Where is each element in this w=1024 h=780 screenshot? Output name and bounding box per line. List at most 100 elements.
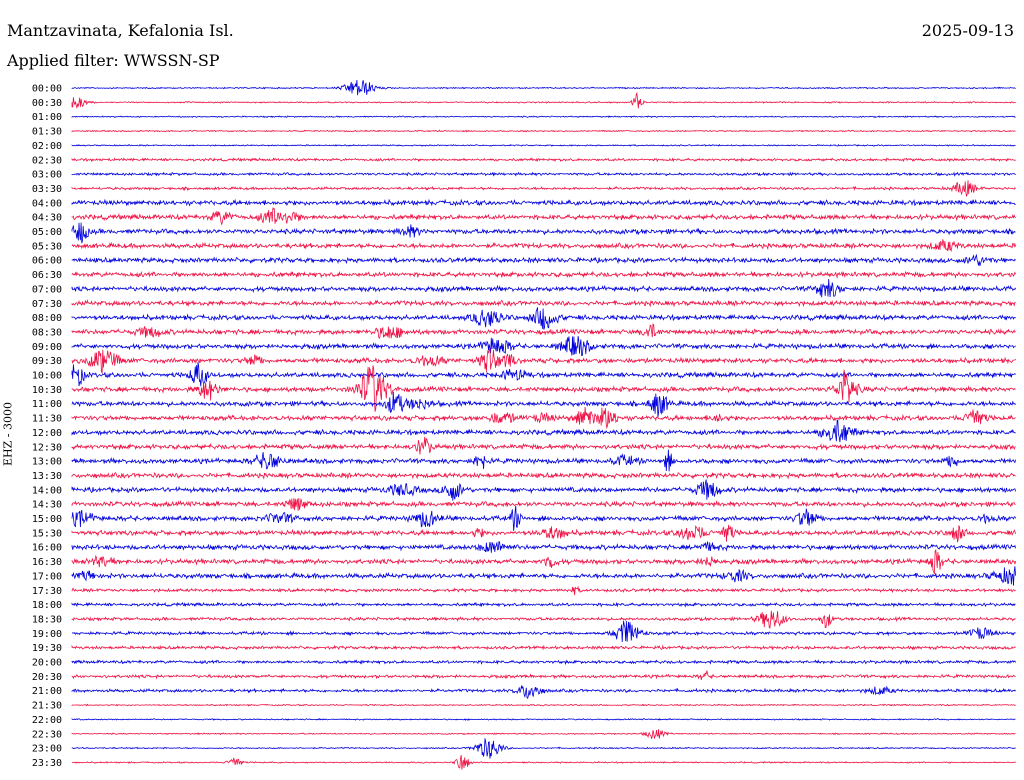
row-time-label: 20:30 (32, 672, 62, 683)
row-time-label: 15:30 (32, 528, 62, 539)
row-time-label: 06:30 (32, 270, 62, 281)
seismic-trace (71, 684, 1016, 700)
row-time-label: 02:00 (32, 141, 62, 152)
row-time-label: 07:30 (32, 299, 62, 310)
seismic-trace (71, 717, 1016, 721)
row-time-label: 01:00 (32, 112, 62, 123)
row-time-label: 23:00 (32, 744, 62, 755)
seismic-trace (71, 479, 1016, 501)
seismic-trace (71, 79, 1016, 96)
row-time-label: 17:00 (32, 571, 62, 582)
row-time-label: 20:00 (32, 658, 62, 669)
seismic-trace (71, 505, 1016, 531)
seismic-trace (71, 365, 1016, 412)
seismic-trace (71, 347, 1016, 375)
seismic-trace (71, 198, 1016, 207)
seismic-trace (71, 659, 1016, 666)
seismic-trace (71, 419, 1016, 443)
row-time-label: 04:00 (32, 198, 62, 209)
row-time-label: 21:00 (32, 686, 62, 697)
seismic-trace (71, 336, 1016, 357)
seismic-trace (71, 738, 1016, 759)
filter-label: Applied filter: WWSSN-SP (7, 51, 220, 70)
row-time-label: 18:30 (32, 614, 62, 625)
seismic-trace (71, 610, 1016, 629)
seismic-trace (71, 307, 1016, 330)
seismic-trace (71, 601, 1016, 608)
seismic-trace (71, 644, 1016, 651)
seismic-trace (71, 524, 1016, 543)
row-time-label: 16:30 (32, 557, 62, 568)
row-time-label: 10:00 (32, 371, 62, 382)
row-time-label: 13:30 (32, 471, 62, 482)
row-time-label: 03:00 (32, 170, 62, 181)
seismic-trace (71, 498, 1016, 511)
seismic-trace (71, 585, 1016, 596)
seismic-trace (71, 323, 1016, 340)
seismic-trace (71, 115, 1016, 119)
seismic-trace (71, 270, 1016, 279)
row-time-label: 18:00 (32, 600, 62, 611)
row-time-label: 23:30 (32, 758, 62, 769)
row-time-label: 03:30 (32, 184, 62, 195)
row-time-label: 01:30 (32, 127, 62, 138)
seismic-trace (71, 253, 1016, 267)
row-time-label: 14:00 (32, 485, 62, 496)
seismic-trace (71, 91, 1016, 109)
row-time-label: 19:00 (32, 629, 62, 640)
row-time-label: 13:00 (32, 457, 62, 468)
row-time-label: 08:30 (32, 327, 62, 338)
seismic-trace (71, 471, 1016, 480)
seismic-trace (71, 391, 1016, 418)
date-label: 2025-09-13 (921, 21, 1014, 40)
row-time-label: 07:00 (32, 284, 62, 295)
row-time-label: 22:30 (32, 729, 62, 740)
seismic-trace (71, 670, 1016, 680)
seismic-trace (71, 436, 1016, 455)
row-time-label: 12:30 (32, 442, 62, 453)
row-time-label: 09:00 (32, 342, 62, 353)
seismic-trace (71, 755, 1016, 770)
seismic-trace (71, 548, 1016, 575)
seismic-trace (71, 222, 1016, 244)
seismic-trace (71, 171, 1016, 177)
row-time-label: 00:30 (32, 98, 62, 109)
row-time-label: 21:30 (32, 701, 62, 712)
seismic-trace (71, 620, 1016, 643)
seismic-trace (71, 406, 1016, 430)
seismic-trace (71, 207, 1016, 226)
seismic-trace (71, 239, 1016, 253)
row-time-label: 16:00 (32, 543, 62, 554)
row-time-label: 06:00 (32, 256, 62, 267)
row-time-label: 12:00 (32, 428, 62, 439)
row-time-label: 10:30 (32, 385, 62, 396)
seismic-trace (71, 299, 1016, 308)
row-time-label: 14:30 (32, 500, 62, 511)
seismic-trace (71, 729, 1016, 739)
row-time-label: 17:30 (32, 586, 62, 597)
seismic-trace (71, 180, 1016, 197)
row-time-label: 11:00 (32, 399, 62, 410)
seismic-trace (71, 129, 1016, 133)
row-time-label: 02:30 (32, 155, 62, 166)
seismic-trace (71, 157, 1016, 163)
seismic-trace (71, 362, 1016, 387)
station-title: Mantzavinata, Kefalonia Isl. (7, 21, 234, 40)
row-time-label: 09:30 (32, 356, 62, 367)
row-time-label: 00:00 (32, 84, 62, 95)
row-time-label: 15:00 (32, 514, 62, 525)
row-time-label: 19:30 (32, 643, 62, 654)
seismic-trace (71, 449, 1016, 472)
seismic-trace (71, 278, 1016, 298)
seismic-trace (71, 703, 1016, 707)
row-time-label: 05:30 (32, 241, 62, 252)
row-time-label: 08:00 (32, 313, 62, 324)
seismic-trace (71, 541, 1016, 553)
row-time-label: 11:30 (32, 414, 62, 425)
row-time-label: 05:00 (32, 227, 62, 238)
seismic-trace (71, 566, 1016, 586)
row-time-label: 04:30 (32, 213, 62, 224)
row-time-label: 22:00 (32, 715, 62, 726)
seismic-trace (71, 143, 1016, 147)
